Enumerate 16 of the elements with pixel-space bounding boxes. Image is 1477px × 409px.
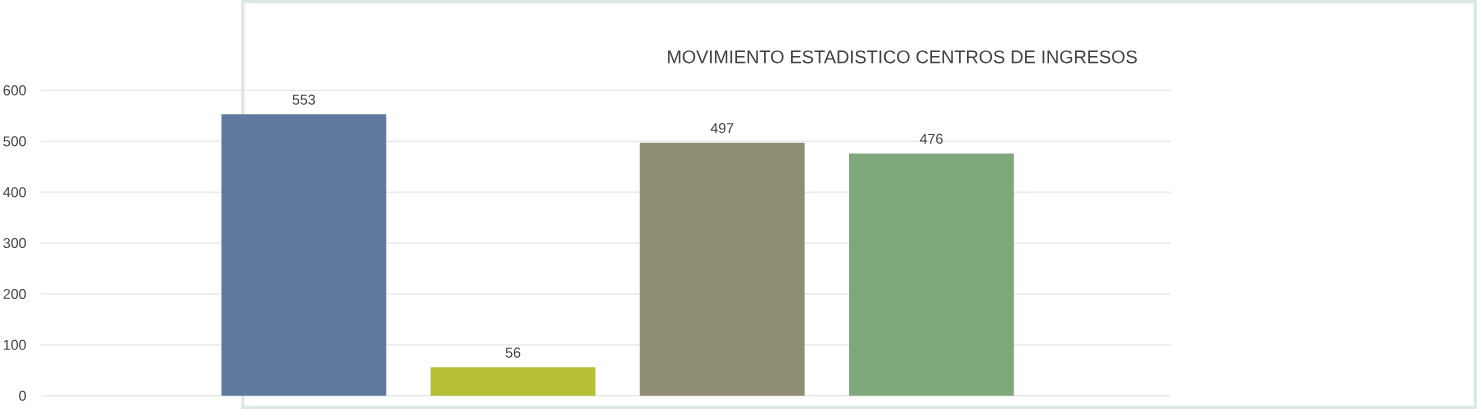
data-label: 56 <box>505 347 521 358</box>
bar <box>221 114 387 396</box>
chart-title: MOVIMIENTO ESTADISTICO CENTROS DE INGRESOS <box>668 50 1137 64</box>
bar <box>639 142 805 396</box>
y-tick-label: 200 <box>3 288 26 299</box>
y-tick-label: 300 <box>3 237 26 249</box>
y-tick-label: 500 <box>3 136 26 147</box>
data-label: 476 <box>919 133 943 144</box>
y-tick-label: 100 <box>3 339 26 350</box>
bar <box>848 153 1014 396</box>
data-label: 497 <box>710 123 734 134</box>
data-label: 553 <box>292 94 316 105</box>
y-tick-label: 400 <box>3 187 26 198</box>
y-tick-label: 0 <box>19 390 26 401</box>
bar <box>430 367 596 396</box>
y-tick-label: 600 <box>3 85 26 96</box>
